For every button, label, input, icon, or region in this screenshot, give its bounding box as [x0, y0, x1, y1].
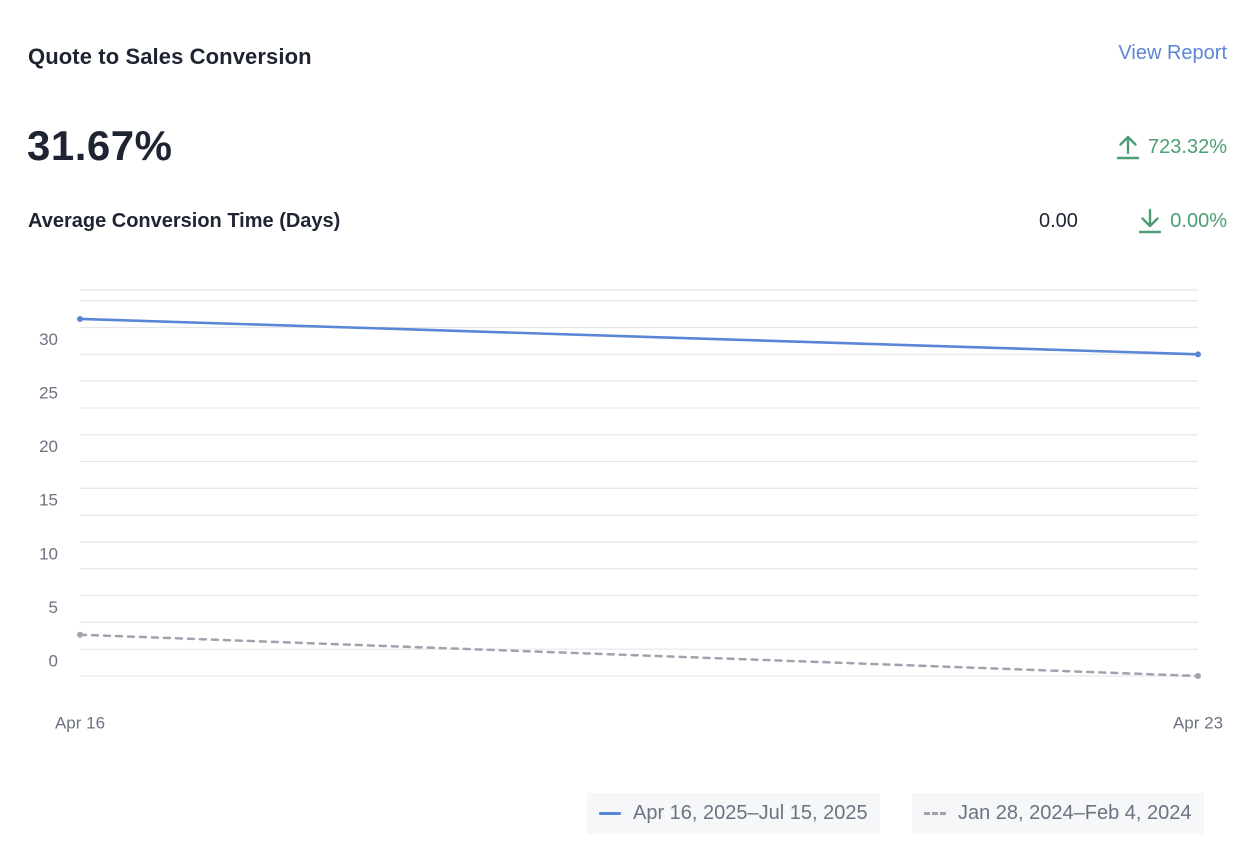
y-tick-label: 20: [39, 437, 58, 456]
x-tick-label: Apr 16: [55, 713, 105, 732]
arrow-down-icon: [1138, 208, 1162, 234]
series-1-point: [77, 631, 83, 638]
series-0-point: [1195, 351, 1201, 358]
series-0-point: [77, 315, 83, 322]
y-tick-label: 25: [39, 383, 58, 402]
legend-solid-line-icon: [599, 812, 621, 815]
avg-conversion-time-label: Average Conversion Time (Days): [28, 210, 341, 232]
series-1-point: [1195, 673, 1201, 679]
y-tick-label: 10: [39, 544, 58, 563]
card-title: Quote to Sales Conversion: [28, 44, 312, 69]
x-tick-label: Apr 23: [1173, 713, 1223, 732]
arrow-up-icon: [1116, 134, 1140, 160]
legend-label-comparison-period: Jan 28, 2024–Feb 4, 2024: [958, 802, 1192, 824]
legend-item-current-period[interactable]: Apr 16, 2025–Jul 15, 2025: [587, 793, 880, 834]
conversion-rate-change: 723.32%: [1116, 134, 1227, 160]
avg-conversion-time-change: 0.00%: [1138, 208, 1227, 234]
view-report-link[interactable]: View Report: [1118, 42, 1227, 64]
series-line-1: [78, 633, 1200, 678]
avg-conversion-time-change-value: 0.00%: [1170, 209, 1227, 232]
y-tick-label: 0: [49, 651, 58, 670]
y-tick-label: 15: [39, 491, 58, 510]
legend-item-comparison-period[interactable]: Jan 28, 2024–Feb 4, 2024: [912, 793, 1204, 834]
legend-label-current-period: Apr 16, 2025–Jul 15, 2025: [633, 802, 868, 824]
avg-conversion-time-value: 0.00: [1039, 210, 1078, 232]
y-tick-label: 5: [49, 598, 58, 617]
conversion-rate-change-value: 723.32%: [1148, 135, 1227, 158]
conversion-rate-value: 31.67%: [27, 122, 173, 169]
legend-dashed-line-icon: [924, 812, 946, 815]
series-line-0: [78, 317, 1200, 356]
y-tick-label: 30: [39, 330, 58, 349]
